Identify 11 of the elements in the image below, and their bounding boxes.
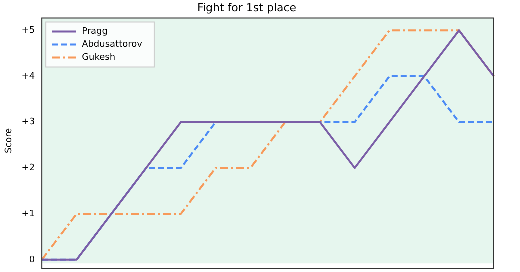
legend-label: Abdusattorov [82,40,144,50]
legend-label: Gukesh [82,53,116,64]
y-tick-label: +1 [22,209,36,220]
y-tick-label: +2 [22,164,36,174]
y-tick-label: +4 [22,72,36,82]
y-tick-label: +5 [22,26,36,36]
y-tick-label: 0 [29,255,36,266]
legend-label: Pragg [82,27,108,38]
y-tick-label: +3 [22,118,36,128]
y-axis-title: Score [4,128,15,154]
chart-title: Fight for 1st place [197,1,297,14]
